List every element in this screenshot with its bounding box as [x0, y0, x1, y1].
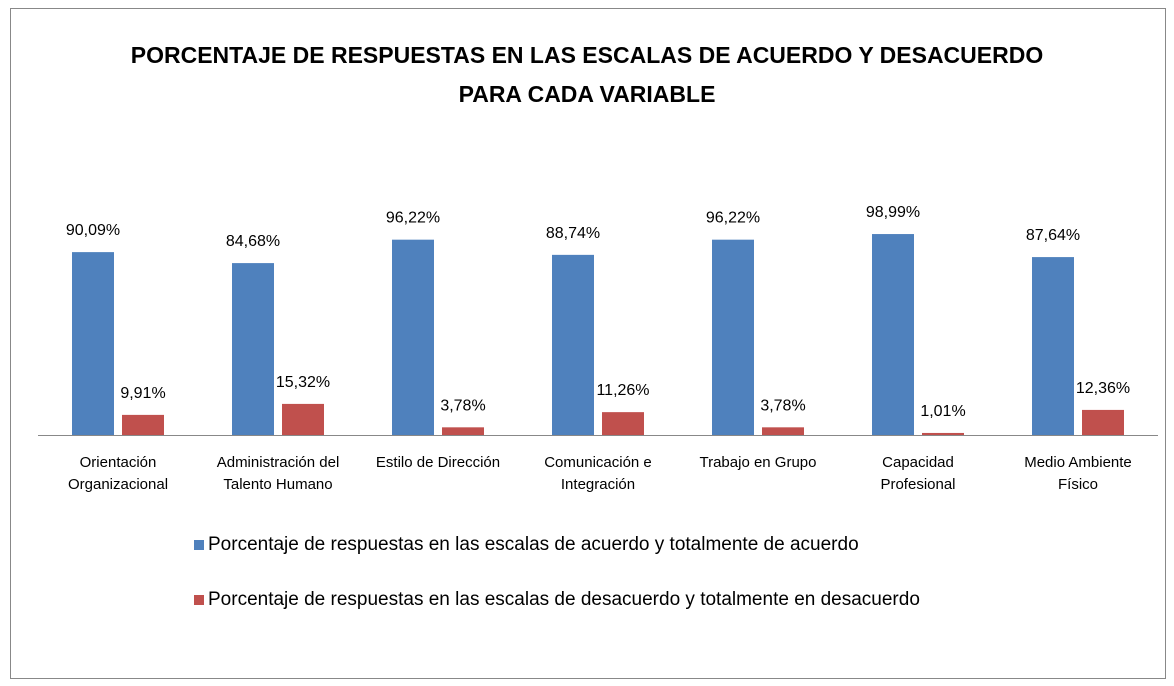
bar — [602, 412, 644, 435]
bar — [232, 263, 274, 435]
data-label: 12,36% — [1076, 380, 1130, 397]
data-label: 3,78% — [440, 397, 485, 414]
data-label: 11,26% — [596, 382, 649, 399]
data-label: 3,78% — [760, 397, 805, 414]
data-label: 90,09% — [66, 222, 120, 239]
x-tick-label: Medio Ambiente Físico — [1024, 454, 1132, 493]
data-label: 96,22% — [386, 210, 440, 227]
x-tick-label: Estilo de Dirección — [375, 454, 501, 471]
legend-label: Porcentaje de respuestas en las escalas … — [208, 589, 920, 610]
data-label: 96,22% — [706, 210, 760, 227]
legend-swatch — [194, 540, 204, 550]
bar — [872, 234, 914, 435]
chart-title: PORCENTAJE DE RESPUESTAS EN LAS ESCALAS … — [130, 42, 1044, 107]
x-tick-label: Comunicación e Integración — [544, 454, 652, 493]
bar — [1082, 409, 1124, 435]
data-label: 87,64% — [1026, 227, 1080, 244]
bar — [442, 427, 484, 435]
bar — [122, 414, 164, 435]
data-label: 15,32% — [276, 374, 330, 391]
legend-label: Porcentaje de respuestas en las escalas … — [208, 534, 859, 555]
bar — [1032, 257, 1074, 435]
bar — [552, 254, 594, 435]
bar — [922, 432, 964, 435]
data-label: 88,74% — [546, 225, 600, 242]
bar — [762, 427, 804, 435]
x-tick-label: Administración del Talento Humano — [216, 454, 340, 493]
data-label: 84,68% — [226, 233, 280, 250]
x-tick-label: Capacidad Profesional — [880, 454, 956, 493]
data-label: 1,01% — [920, 403, 965, 420]
data-label: 9,91% — [120, 385, 165, 402]
x-tick-label: Orientación Organizacional — [67, 454, 169, 493]
legend-swatch — [194, 595, 204, 605]
x-tick-label: Trabajo en Grupo — [699, 454, 817, 471]
data-label: 98,99% — [866, 204, 920, 221]
bar — [72, 252, 114, 435]
bar — [282, 403, 324, 435]
bar — [712, 239, 754, 435]
bar — [392, 239, 434, 435]
